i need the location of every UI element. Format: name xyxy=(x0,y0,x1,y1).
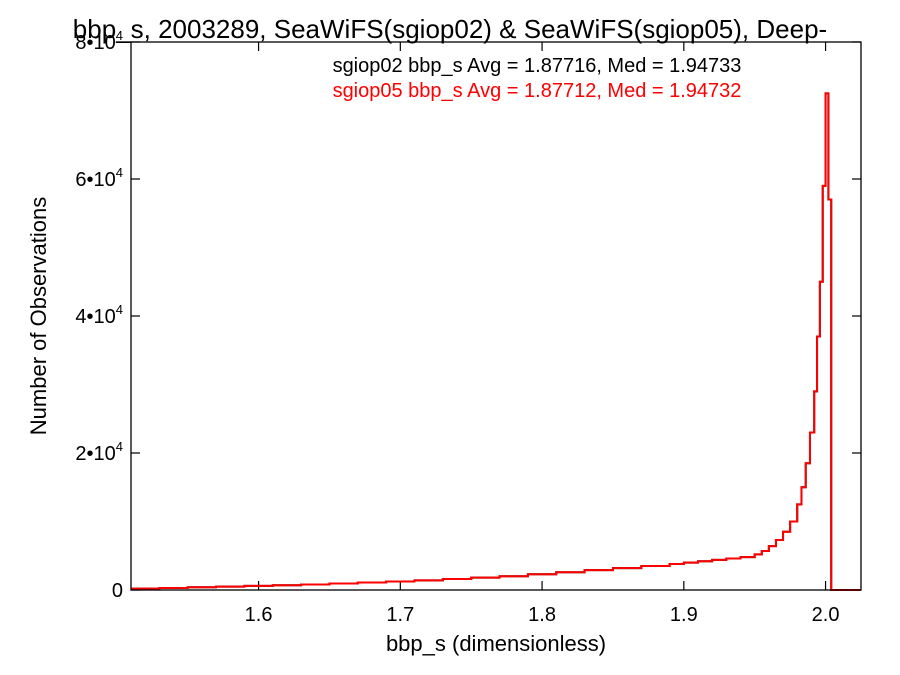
y-tick-exponent: 4 xyxy=(116,439,123,454)
y-tick-label: 8•104 xyxy=(75,28,123,54)
y-tick-exponent: 4 xyxy=(116,165,123,180)
series-sgiop02 xyxy=(131,92,861,591)
y-axis-label: Number of Observations xyxy=(26,197,51,435)
stats-annotation: sgiop02 bbp_s Avg = 1.87716, Med = 1.947… xyxy=(333,55,742,77)
y-tick-label: 2•104 xyxy=(75,439,123,465)
stats-annotation: sgiop05 bbp_s Avg = 1.87712, Med = 1.947… xyxy=(333,80,742,102)
chart-title: bbp_s, 2003289, SeaWiFS(sgiop02) & SeaWi… xyxy=(73,14,827,44)
y-tick-label: 6•104 xyxy=(75,165,123,191)
y-tick-mantissa: 6•10 xyxy=(75,169,115,191)
y-tick-exponent: 4 xyxy=(116,302,123,317)
x-axis-label: bbp_s (dimensionless) xyxy=(386,631,606,656)
y-tick-label: 4•104 xyxy=(75,302,123,328)
x-axis-ticks: 1.6 1.7 1.8 1.9 2.0 xyxy=(245,42,840,626)
x-tick-label: 2.0 xyxy=(812,604,840,626)
series-step-line-sgiop05 xyxy=(131,92,861,591)
plot-frame xyxy=(130,41,862,591)
series-step-line-sgiop02 xyxy=(131,92,861,591)
annotations: sgiop02 bbp_s Avg = 1.87716, Med = 1.947… xyxy=(333,55,742,102)
y-tick-mantissa: 8•10 xyxy=(75,32,115,54)
y-tick-exponent: 4 xyxy=(116,28,123,43)
series-layer xyxy=(131,92,861,591)
x-tick-label: 1.6 xyxy=(245,604,273,626)
y-tick-mantissa: 2•10 xyxy=(75,443,115,465)
x-tick-label: 1.7 xyxy=(386,604,414,626)
x-tick-label: 1.8 xyxy=(528,604,556,626)
series-sgiop05 xyxy=(131,92,861,591)
y-tick-mantissa: 4•10 xyxy=(75,306,115,328)
y-tick-mantissa: 0 xyxy=(112,580,123,602)
x-tick-label: 1.9 xyxy=(670,604,698,626)
y-tick-label: 0 xyxy=(112,580,123,602)
